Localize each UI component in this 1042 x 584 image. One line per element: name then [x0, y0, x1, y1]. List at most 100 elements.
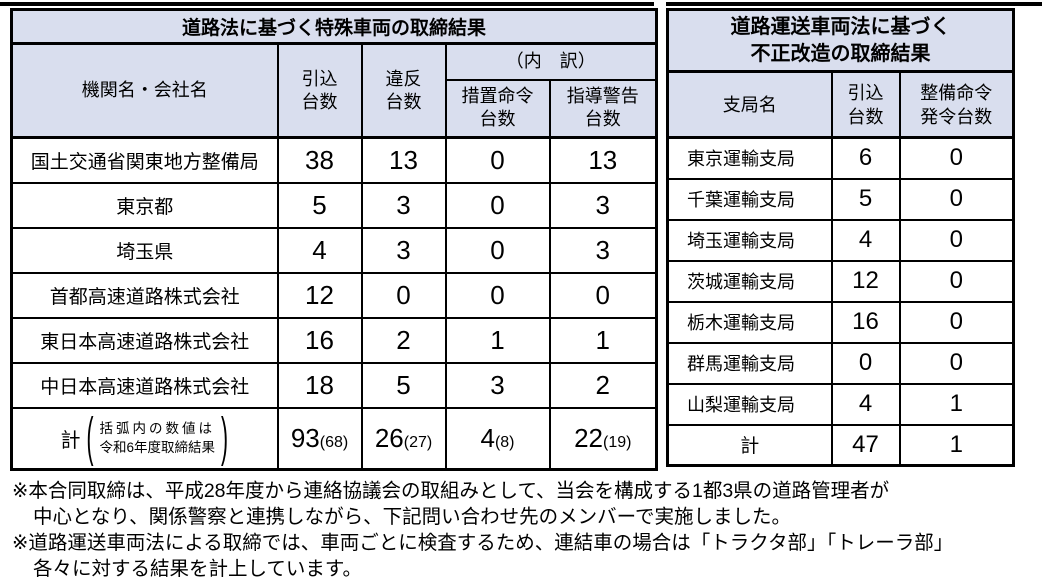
order-count: 0	[898, 300, 1015, 344]
total-label: 計	[60, 429, 81, 452]
branch-name: 山梨運輸支局	[666, 382, 833, 426]
total-note-line1: 括弧内の数値は	[99, 421, 215, 437]
col-header-maintenance-order: 整備命令 発令台数	[898, 70, 1015, 139]
table-row: 首都高速道路株式会社 12 0 0 0	[10, 271, 658, 319]
road-law-enforcement-table: 道路法に基づく特殊車両の取締結果 機関名・会社名 引込 台数 違反 台数 （内 …	[10, 8, 659, 471]
total-label: 計	[666, 423, 833, 467]
guidance-warning-count: 3	[548, 181, 658, 229]
branch-name: 東京運輸支局	[666, 136, 833, 180]
total-violation-main: 26	[374, 422, 404, 453]
branch-name: 埼玉運輸支局	[666, 218, 833, 262]
pulled-count: 0	[830, 341, 901, 385]
pulled-count: 16	[276, 316, 363, 364]
col-header-measure-order: 措置命令 台数	[444, 78, 551, 139]
order-count: 0	[898, 259, 1015, 303]
footnote-joint-enforcement: ※本合同取締は、平成28年度から連絡協議会の取組みとして、当会を構成する1都3県…	[12, 480, 890, 528]
measure-order-count: 3	[444, 361, 551, 409]
total-label-cell: 計 ( 括弧内の数値は 令和6年度取締結果 )	[10, 406, 279, 471]
order-count: 1	[898, 382, 1015, 426]
table-row: 埼玉県 4 3 0 3	[10, 226, 658, 274]
guidance-warning-count: 1	[548, 316, 658, 364]
pulled-count: 12	[830, 259, 901, 303]
pulled-count: 4	[276, 226, 363, 274]
org-name: 東京都	[10, 181, 279, 229]
table-row: 茨城運輸支局 12 0	[666, 259, 1015, 303]
table-title-row: 道路法に基づく特殊車両の取締結果	[10, 8, 658, 45]
guidance-warning-count: 0	[548, 271, 658, 319]
measure-order-count: 0	[444, 181, 551, 229]
violation-count: 3	[360, 226, 447, 274]
table-row: 栃木運輸支局 16 0	[666, 300, 1015, 344]
table-row: 東京運輸支局 6 0	[666, 136, 1015, 180]
col-header-branch: 支局名	[666, 70, 833, 139]
guidance-warning-count: 3	[548, 226, 658, 274]
total-measure-main: 4	[480, 422, 495, 453]
total-pulled-count: 47	[830, 423, 901, 467]
total-note-line2: 令和6年度取締結果	[99, 440, 215, 456]
total-note: 括弧内の数値は 令和6年度取締結果	[99, 419, 215, 457]
total-warning-paren: (19)	[603, 433, 632, 451]
table-row: 東京都 5 3 0 3	[10, 181, 658, 229]
col-header-violation: 違反 台数	[360, 42, 447, 139]
total-violation-paren: (27)	[403, 433, 433, 451]
left-table-title: 道路法に基づく特殊車両の取締結果	[10, 8, 658, 45]
org-name: 東日本高速道路株式会社	[10, 316, 279, 364]
top-rule-right	[666, 2, 1042, 6]
pulled-count: 16	[830, 300, 901, 344]
table-row: 千葉運輸支局 5 0	[666, 177, 1015, 221]
open-paren-glyph: (	[86, 408, 94, 468]
branch-name: 千葉運輸支局	[666, 177, 833, 221]
col-header-pulled: 引込 台数	[830, 70, 901, 139]
total-measure-paren: (8)	[494, 433, 515, 451]
violation-count: 0	[360, 271, 447, 319]
col-header-org: 機関名・会社名	[10, 42, 279, 139]
measure-order-count: 1	[444, 316, 551, 364]
pulled-count: 5	[830, 177, 901, 221]
org-name: 首都高速道路株式会社	[10, 271, 279, 319]
footnote-vehicle-law-counting: ※道路運送車両法による取締では、車両ごとに検査するため、連結車の場合は「トラクタ…	[12, 532, 954, 580]
guidance-warning-count: 2	[548, 361, 658, 409]
footnotes: ※本合同取締は、平成28年度から連絡協議会の取組みとして、当会を構成する1都3県…	[12, 478, 1036, 582]
col-header-pulled: 引込 台数	[276, 42, 363, 139]
total-warning-main: 22	[574, 422, 604, 453]
total-order-count: 1	[898, 423, 1015, 467]
org-name: 埼玉県	[10, 226, 279, 274]
table-row: 中日本高速道路株式会社 18 5 3 2	[10, 361, 658, 409]
total-pulled-count: 93(68)	[276, 406, 363, 471]
order-count: 0	[898, 341, 1015, 385]
measure-order-count: 0	[444, 271, 551, 319]
header-row-1: 機関名・会社名 引込 台数 違反 台数 （内 訳）	[10, 42, 658, 139]
branch-name: 群馬運輸支局	[666, 341, 833, 385]
table-row: 群馬運輸支局 0 0	[666, 341, 1015, 385]
measure-order-count: 0	[444, 136, 551, 184]
order-count: 0	[898, 177, 1015, 221]
top-rule-left	[0, 2, 654, 6]
violation-count: 13	[360, 136, 447, 184]
vehicle-law-enforcement-table: 道路運送車両法に基づく 不正改造の取締結果 支局名 引込 台数 整備命令 発令台…	[666, 8, 1016, 467]
org-name: 国土交通省関東地方整備局	[10, 136, 279, 184]
order-count: 0	[898, 136, 1015, 180]
violation-count: 2	[360, 316, 447, 364]
violation-count: 3	[360, 181, 447, 229]
total-measure-count: 4(8)	[444, 406, 551, 471]
right-table-title: 道路運送車両法に基づく 不正改造の取締結果	[666, 8, 1015, 73]
col-header-guidance-warning: 指導警告 台数	[548, 78, 658, 139]
table-row: 埼玉運輸支局 4 0	[666, 218, 1015, 262]
table-title-row: 道路運送車両法に基づく 不正改造の取締結果	[666, 8, 1015, 73]
table-row: 東日本高速道路株式会社 16 2 1 1	[10, 316, 658, 364]
violation-count: 5	[360, 361, 447, 409]
total-row: 計 ( 括弧内の数値は 令和6年度取締結果 ) 93(68) 26(27) 4(…	[10, 406, 658, 471]
pulled-count: 18	[276, 361, 363, 409]
total-violation-count: 26(27)	[360, 406, 447, 471]
table-row: 国土交通省関東地方整備局 38 13 0 13	[10, 136, 658, 184]
table-row: 山梨運輸支局 4 1	[666, 382, 1015, 426]
total-warning-count: 22(19)	[548, 406, 658, 471]
close-paren-glyph: )	[221, 408, 228, 468]
total-pulled-paren: (68)	[319, 433, 349, 451]
col-header-breakdown: （内 訳）	[444, 42, 658, 81]
pulled-count: 5	[276, 181, 363, 229]
org-name: 中日本高速道路株式会社	[10, 361, 279, 409]
pulled-count: 38	[276, 136, 363, 184]
pulled-count: 4	[830, 382, 901, 426]
total-pulled-main: 93	[290, 422, 320, 453]
